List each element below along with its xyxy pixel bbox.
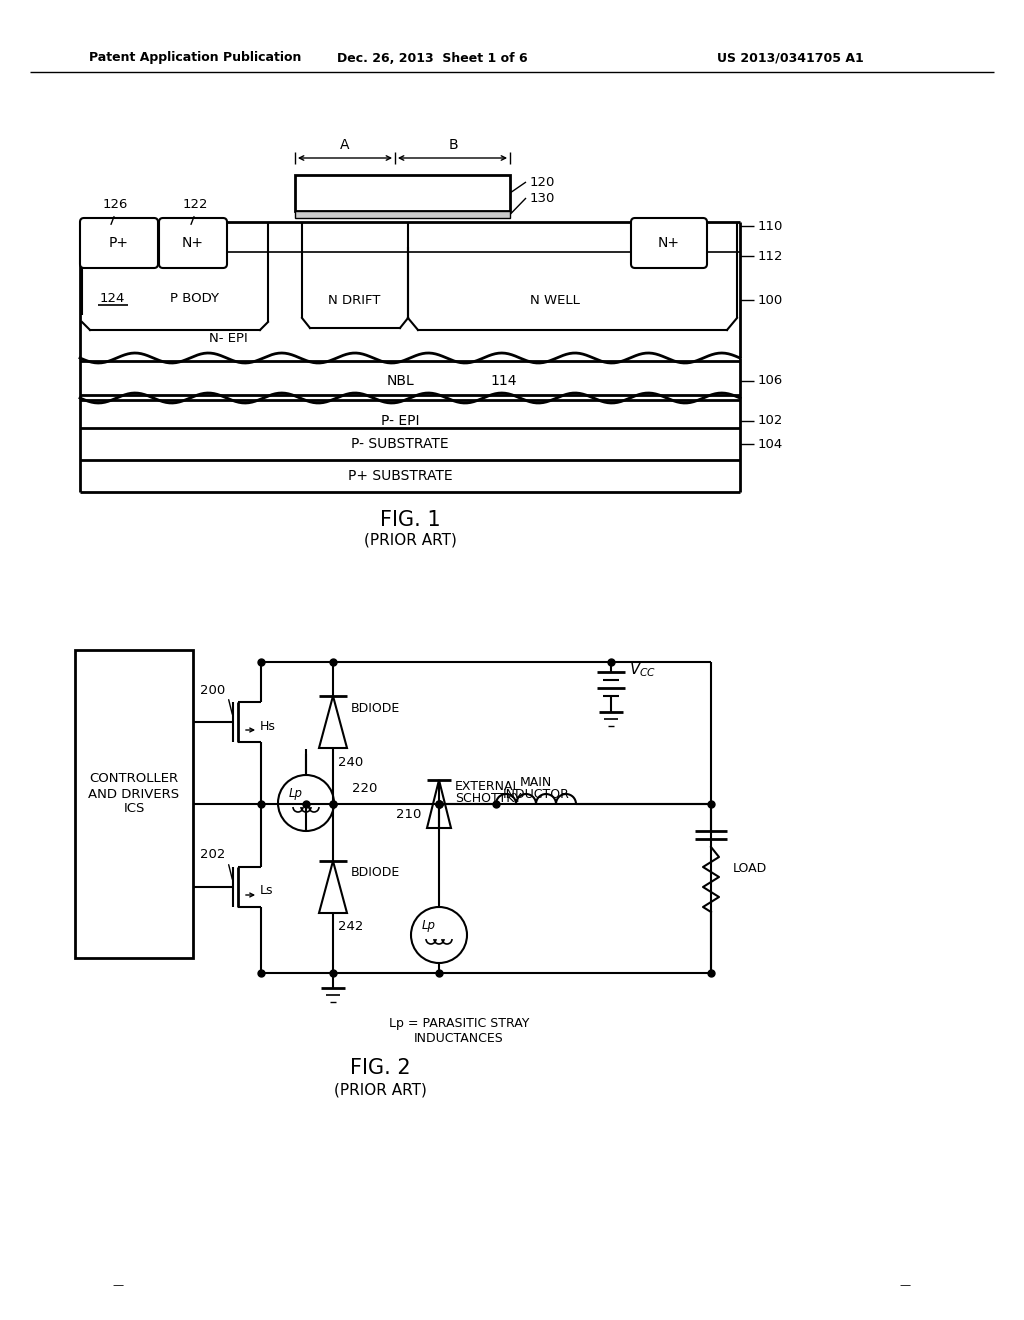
Text: EXTERNAL: EXTERNAL [455, 780, 520, 792]
Text: INDUCTANCES: INDUCTANCES [414, 1031, 504, 1044]
Text: P- EPI: P- EPI [381, 414, 419, 428]
Text: INDUCTOR: INDUCTOR [503, 788, 569, 800]
Text: N+: N+ [182, 236, 204, 249]
Text: Hs: Hs [260, 719, 275, 733]
Text: 112: 112 [758, 249, 783, 263]
Text: Ls: Ls [260, 884, 273, 898]
Text: Lp = PARASITIC STRAY: Lp = PARASITIC STRAY [389, 1016, 529, 1030]
Text: SCHOTTKY: SCHOTTKY [455, 792, 521, 805]
FancyBboxPatch shape [159, 218, 227, 268]
Text: 200: 200 [200, 684, 225, 697]
Text: 122: 122 [182, 198, 208, 211]
Text: LOAD: LOAD [733, 862, 767, 875]
Text: 120: 120 [530, 176, 555, 189]
Text: 130: 130 [530, 191, 555, 205]
Text: Patent Application Publication: Patent Application Publication [89, 51, 301, 65]
Text: —: — [113, 1280, 124, 1290]
Text: 100: 100 [758, 293, 783, 306]
Text: N+: N+ [658, 236, 680, 249]
Text: 114: 114 [490, 374, 516, 388]
Text: FIG. 1: FIG. 1 [380, 510, 440, 531]
Text: N WELL: N WELL [530, 293, 580, 306]
Text: NBL: NBL [386, 374, 414, 388]
FancyBboxPatch shape [631, 218, 707, 268]
Text: 220: 220 [352, 781, 378, 795]
Text: 110: 110 [758, 219, 783, 232]
Text: Dec. 26, 2013  Sheet 1 of 6: Dec. 26, 2013 Sheet 1 of 6 [337, 51, 527, 65]
Text: P BODY: P BODY [171, 292, 219, 305]
Bar [295, 176, 510, 211]
Text: FIG. 2: FIG. 2 [349, 1059, 411, 1078]
Bar [75, 649, 193, 958]
Text: 102: 102 [758, 414, 783, 428]
Text: 124: 124 [99, 292, 125, 305]
Text: P- SUBSTRATE: P- SUBSTRATE [351, 437, 449, 451]
Text: US 2013/0341705 A1: US 2013/0341705 A1 [717, 51, 863, 65]
Text: Lp: Lp [422, 919, 436, 932]
Text: N+ POLY: N+ POLY [373, 186, 432, 201]
Text: 104: 104 [758, 437, 783, 450]
Text: 240: 240 [338, 755, 364, 768]
FancyBboxPatch shape [80, 218, 158, 268]
Text: A: A [340, 139, 350, 152]
Text: N- EPI: N- EPI [209, 331, 248, 345]
Text: 126: 126 [102, 198, 128, 211]
Text: 242: 242 [338, 920, 364, 933]
Text: BDIODE: BDIODE [351, 701, 400, 714]
Text: —: — [899, 1280, 910, 1290]
Text: N DRIFT: N DRIFT [328, 293, 380, 306]
Text: (PRIOR ART): (PRIOR ART) [364, 532, 457, 548]
Text: $V_{CC}$: $V_{CC}$ [629, 660, 656, 680]
Text: P+: P+ [109, 236, 129, 249]
Text: 106: 106 [758, 375, 783, 388]
Text: MAIN: MAIN [520, 776, 552, 788]
Text: BDIODE: BDIODE [351, 866, 400, 879]
Text: P+ SUBSTRATE: P+ SUBSTRATE [348, 469, 453, 483]
Bar [295, 211, 510, 218]
Text: CONTROLLER
AND DRIVERS
ICS: CONTROLLER AND DRIVERS ICS [88, 772, 179, 816]
Text: 202: 202 [200, 849, 225, 862]
Text: B: B [449, 139, 458, 152]
Text: Lp: Lp [289, 787, 303, 800]
Text: (PRIOR ART): (PRIOR ART) [334, 1082, 426, 1097]
Text: 210: 210 [395, 808, 421, 821]
